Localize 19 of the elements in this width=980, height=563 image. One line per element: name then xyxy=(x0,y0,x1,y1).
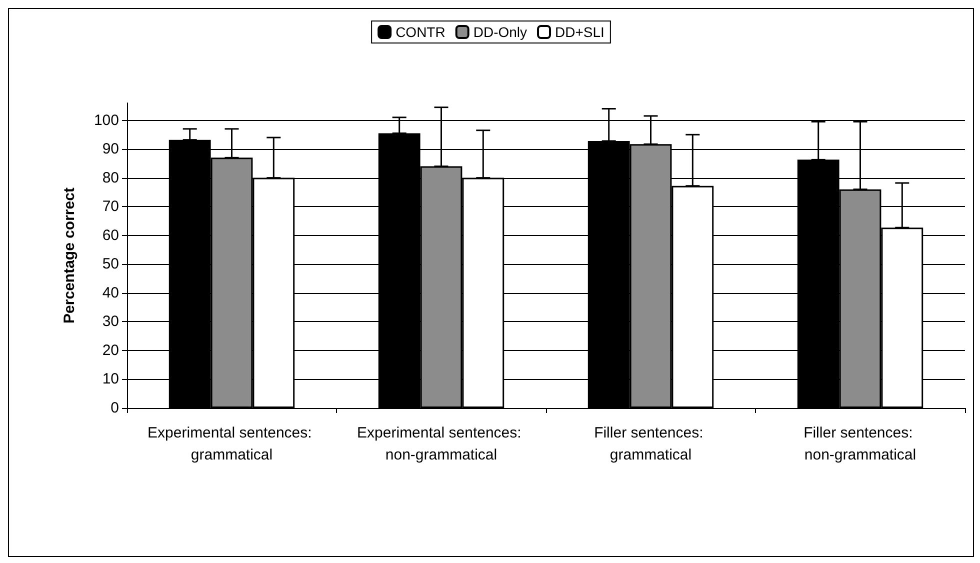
y-tick-label: 0 xyxy=(110,400,119,416)
x-tick-label: Experimental sentences: non-grammatical xyxy=(357,424,526,464)
y-tick-label: 70 xyxy=(102,198,119,216)
y-axis-title: Percentage correct xyxy=(61,188,78,324)
y-tick-label: 10 xyxy=(102,370,119,388)
legend-label: DD+SLI xyxy=(555,24,604,40)
y-tick-label: 80 xyxy=(102,169,119,186)
x-tick-label: Experimental sentences: grammatical xyxy=(148,424,316,464)
x-tick-label: Filler sentences: grammatical xyxy=(594,424,708,464)
y-tick-label: 40 xyxy=(102,284,119,302)
legend-label: DD-Only xyxy=(473,24,528,40)
x-tick-label: Filler sentences: non-grammatical xyxy=(804,424,917,464)
legend-label: CONTR xyxy=(396,24,446,40)
y-tick-label: 30 xyxy=(102,313,119,330)
y-tick-label: 90 xyxy=(102,140,119,158)
y-tick-label: 50 xyxy=(102,256,119,273)
y-tick-label: 20 xyxy=(102,342,119,359)
y-tick-label: 100 xyxy=(94,112,119,129)
y-tick-label: 60 xyxy=(102,226,119,244)
